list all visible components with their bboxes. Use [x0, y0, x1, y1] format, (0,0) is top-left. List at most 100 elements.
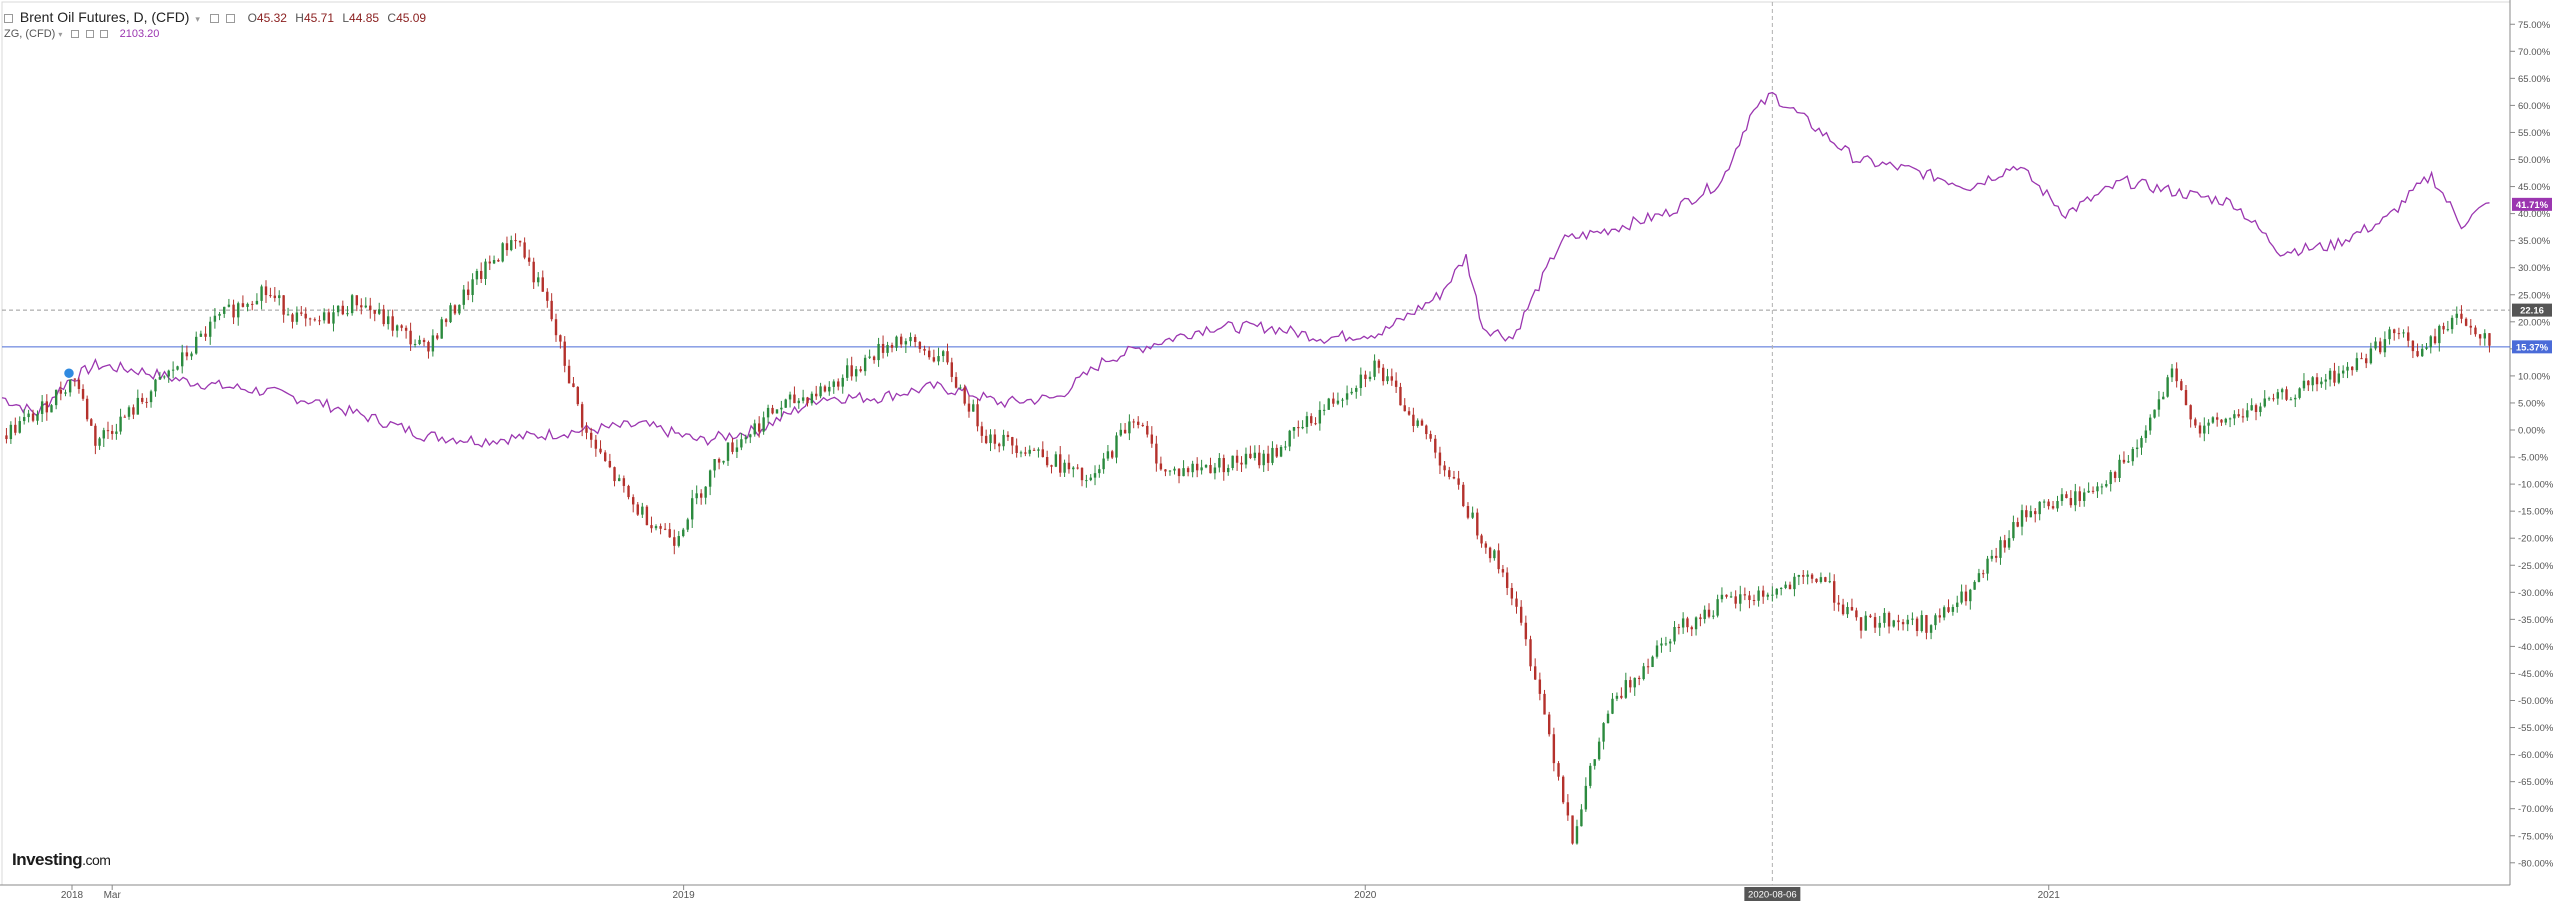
candle-body	[1911, 618, 1914, 620]
candle-body	[391, 316, 394, 331]
candle-body	[1484, 543, 1488, 548]
candle-body	[927, 350, 931, 358]
x-tick-label: 2020	[1354, 890, 1377, 901]
candle-body	[409, 330, 412, 345]
series-title[interactable]: Brent Oil Futures, D, (CFD)	[19, 9, 190, 25]
candle-body	[1173, 468, 1176, 471]
candle-body	[2020, 510, 2024, 527]
candle-body	[1350, 391, 1353, 394]
candle-body	[895, 336, 898, 348]
last-value-tag-bg	[2512, 197, 2552, 211]
settings-icon[interactable]	[71, 30, 80, 39]
candle-body	[1452, 476, 1456, 479]
compare-title[interactable]: ZG, (CFD)	[4, 28, 56, 40]
candle-body	[2285, 389, 2288, 400]
candle-body	[1067, 462, 1071, 470]
candle-body	[1734, 596, 1737, 604]
candle-body	[1655, 645, 1659, 657]
candle-body	[1994, 555, 1998, 558]
candle-body	[269, 295, 272, 297]
candle-body	[1771, 594, 1774, 596]
candle-body	[2237, 414, 2240, 417]
close-icon[interactable]	[99, 30, 108, 39]
candle-body	[753, 423, 756, 435]
candle-body	[260, 286, 263, 301]
candle-body	[2087, 490, 2090, 493]
candle-body	[1629, 680, 1632, 688]
candle-body	[2438, 325, 2441, 344]
candle-body	[1037, 449, 1040, 451]
y-tick-label: 75.00%	[2518, 20, 2551, 31]
candle-body	[713, 459, 716, 471]
candle-body	[2224, 418, 2227, 423]
candle-body	[85, 398, 89, 420]
candle-body	[546, 291, 549, 301]
chevron-down-icon[interactable]: ▾	[58, 30, 63, 39]
candle-body	[2118, 459, 2121, 478]
candle-body	[1102, 458, 1105, 470]
candle-body	[771, 407, 774, 414]
candle-body	[1155, 443, 1158, 464]
hide-icon[interactable]	[85, 30, 94, 39]
candle-body	[313, 319, 316, 321]
hide-icon[interactable]	[225, 13, 235, 23]
chevron-down-icon[interactable]: ▾	[195, 14, 200, 24]
candle-body	[449, 305, 452, 323]
candle-body	[373, 310, 376, 314]
candle-body	[2184, 390, 2188, 406]
candle-body	[837, 381, 840, 387]
candle-body	[2411, 340, 2415, 352]
candle-body	[2096, 486, 2099, 492]
candle-body	[1006, 434, 1010, 438]
y-tick-label: 35.00%	[2518, 236, 2551, 247]
candle-body	[554, 319, 558, 336]
candle-body	[682, 529, 685, 537]
candle-body	[1059, 454, 1062, 473]
candle-body	[1716, 599, 1719, 616]
candle-body	[2012, 522, 2015, 539]
candle-body	[523, 242, 526, 258]
candle-body	[2140, 438, 2143, 448]
candle-body	[854, 369, 858, 377]
candle-body	[1686, 618, 1689, 628]
candle-body	[1624, 680, 1628, 698]
candle-body	[2388, 329, 2391, 340]
candle-body	[801, 397, 805, 401]
candle-body	[1275, 447, 1278, 457]
candle-body	[488, 261, 491, 264]
candle-body	[2047, 501, 2050, 507]
candle-body	[541, 277, 544, 292]
candle-body	[2113, 472, 2117, 478]
y-tick-label: -25.00%	[2518, 561, 2554, 572]
candle-body	[1779, 587, 1783, 589]
collapse-legend-icon[interactable]	[4, 13, 13, 23]
candle-body	[923, 348, 926, 351]
candle-body	[1810, 574, 1814, 579]
candle-body	[453, 305, 457, 314]
candle-body	[185, 352, 189, 357]
candle-body	[932, 357, 936, 362]
candle-body	[1986, 558, 1989, 574]
candle-body	[27, 413, 30, 418]
candle-body	[1651, 656, 1654, 668]
candle-body	[2478, 334, 2482, 339]
candle-body	[360, 305, 363, 308]
candle-body	[2241, 416, 2245, 418]
candle-body	[22, 417, 26, 422]
candle-body	[1231, 455, 1234, 468]
candle-body	[909, 336, 912, 342]
candle-body	[1761, 590, 1765, 597]
candle-body	[1699, 617, 1702, 620]
candle-body	[722, 460, 725, 463]
settings-icon[interactable]	[209, 13, 219, 23]
candle-body	[1837, 602, 1840, 605]
candle-body	[954, 376, 958, 388]
candle-body	[2233, 414, 2236, 419]
candle-body	[213, 315, 217, 322]
candle-body	[308, 318, 312, 320]
candle-body	[2194, 419, 2197, 426]
candle-body	[1336, 400, 1340, 404]
candle-body	[1146, 425, 1149, 435]
